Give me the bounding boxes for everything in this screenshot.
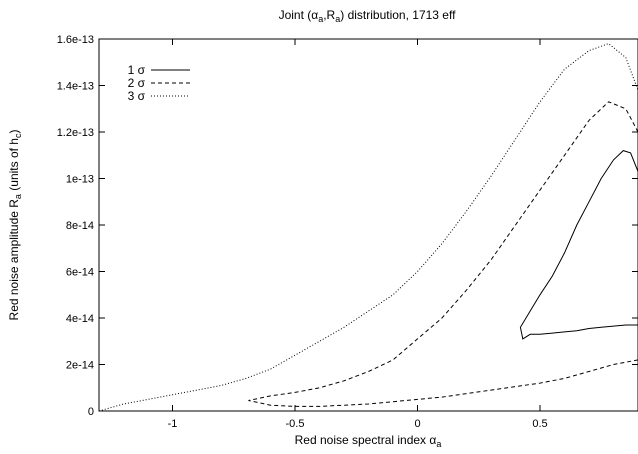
y-tick-label: 2e-14 <box>66 360 94 372</box>
contour-curves <box>98 43 638 412</box>
y-tick-label: 6e-14 <box>66 267 94 279</box>
legend: 1 σ 2 σ 3 σ <box>128 63 190 103</box>
axis-ticks: -1 -0.5 0 0.5 0 2e-14 4e-14 6e-14 8e-14 1e-13 1.2e… <box>57 34 638 430</box>
y-axis-title: Red noise amplitude Ra (units of hc) <box>7 130 23 321</box>
x-tick-label: 0 <box>414 418 420 430</box>
y-tick-label: 1.4e-13 <box>57 81 94 93</box>
y-tick-label: 1e-13 <box>66 174 94 186</box>
contour-3-sigma <box>98 43 638 412</box>
y-tick-label: 4e-14 <box>66 313 94 325</box>
contour-2-sigma <box>248 101 638 407</box>
legend-label-2sigma: 2 σ <box>128 76 146 90</box>
chart-title: Joint (αa,Ra) distribution, 1713 eff <box>279 8 457 24</box>
x-tick-label: 0.5 <box>532 418 547 430</box>
x-axis-title: Red noise spectral index αa <box>295 433 442 449</box>
plot-frame <box>98 38 638 412</box>
y-tick-label: 1.2e-13 <box>57 127 94 139</box>
y-tick-label: 0 <box>88 406 94 418</box>
y-tick-label: 1.6e-13 <box>57 34 94 46</box>
contour-1-sigma <box>519 150 638 340</box>
legend-label-3sigma: 3 σ <box>128 89 146 103</box>
legend-label-1sigma: 1 σ <box>128 63 146 77</box>
x-tick-label: -0.5 <box>286 418 305 430</box>
x-tick-label: -1 <box>168 418 178 430</box>
y-tick-label: 8e-14 <box>66 220 94 232</box>
